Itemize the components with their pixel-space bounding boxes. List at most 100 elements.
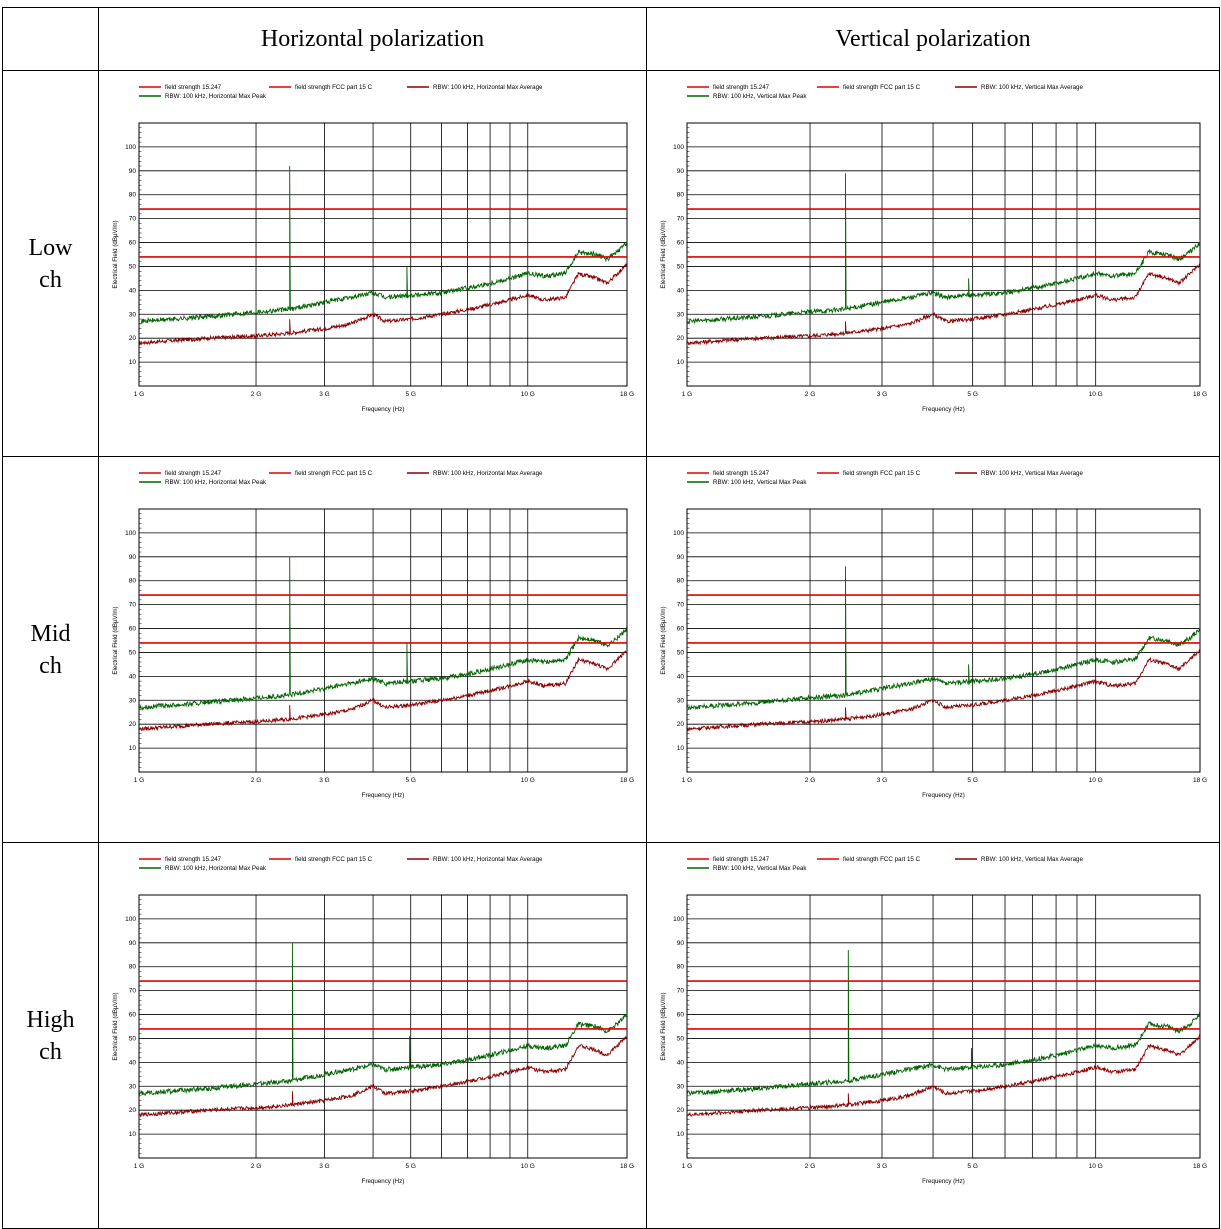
y-tick-label-90: 90 bbox=[677, 168, 685, 175]
y-tick-label-50: 50 bbox=[677, 649, 685, 656]
plot-traces bbox=[139, 942, 627, 1118]
y-tick-label-80: 80 bbox=[677, 578, 685, 585]
x-tick-label-3g: 3 G bbox=[319, 1163, 329, 1170]
y-tick-label-10: 10 bbox=[129, 1131, 137, 1138]
y-tick-label-80: 80 bbox=[129, 578, 137, 585]
legend-peak-label: RBW: 100 kHz, Vertical Max Peak bbox=[713, 93, 807, 100]
x-axis-title: Frequency (Hz) bbox=[362, 406, 405, 413]
legend-average-label: RBW: 100 kHz, Horizontal Max Average bbox=[433, 84, 543, 91]
x-tick-label-5g: 5 G bbox=[967, 391, 977, 398]
series-average-trace bbox=[139, 1034, 627, 1118]
y-tick-label-20: 20 bbox=[677, 1107, 685, 1114]
x-tick-label-18g: 18 G bbox=[1193, 1163, 1207, 1170]
x-tick-label-5g: 5 G bbox=[967, 777, 977, 784]
legend-average-label: RBW: 100 kHz, Horizontal Max Average bbox=[433, 856, 543, 863]
y-tick-label-60: 60 bbox=[677, 1012, 685, 1019]
y-tick-label-30: 30 bbox=[129, 697, 137, 704]
legend-limit-15-247-label: field strength 15.247 bbox=[713, 470, 770, 477]
chart-cell-low-vertical: field strength 15.247 field strength FCC … bbox=[646, 70, 1220, 457]
legend-average-label: RBW: 100 kHz, Vertical Max Average bbox=[981, 84, 1083, 91]
legend-limit-part15c-label: field strength FCC part 15 C bbox=[843, 470, 921, 477]
y-tick-label-30: 30 bbox=[677, 697, 685, 704]
legend: field strength 15.247 field strength FCC … bbox=[139, 470, 543, 486]
chart-cell-low-horizontal: field strength 15.247 field strength FCC … bbox=[98, 70, 647, 457]
x-tick-label-2g: 2 G bbox=[805, 1163, 815, 1170]
y-axis-title: Electrical Field (dBµV/m) bbox=[660, 220, 667, 288]
y-tick-label-90: 90 bbox=[677, 940, 685, 947]
chart-mid-horizontal: field strength 15.247 field strength FCC … bbox=[112, 470, 634, 799]
y-tick-label-90: 90 bbox=[129, 168, 137, 175]
y-tick-label-30: 30 bbox=[677, 1083, 685, 1090]
y-tick-label-50: 50 bbox=[129, 649, 137, 656]
x-axis-title: Frequency (Hz) bbox=[922, 792, 965, 799]
chart-low-vertical: field strength 15.247 field strength FCC … bbox=[660, 84, 1207, 413]
x-tick-label-2g: 2 G bbox=[251, 777, 261, 784]
plot-area bbox=[138, 894, 628, 1159]
y-tick-label-10: 10 bbox=[677, 359, 685, 366]
chart-mid-vertical: field strength 15.247 field strength FCC … bbox=[660, 470, 1207, 799]
row-label-low-line2: ch bbox=[39, 266, 62, 293]
legend-limit-15-247-label: field strength 15.247 bbox=[165, 856, 222, 863]
y-tick-label-100: 100 bbox=[673, 530, 684, 537]
row-label-high-line2: ch bbox=[39, 1038, 62, 1065]
x-tick-label-2g: 2 G bbox=[251, 391, 261, 398]
x-axis-title: Frequency (Hz) bbox=[362, 792, 405, 799]
y-tick-label-100: 100 bbox=[125, 530, 136, 537]
y-tick-label-40: 40 bbox=[129, 1059, 137, 1066]
y-tick-label-50: 50 bbox=[677, 1035, 685, 1042]
y-tick-label-50: 50 bbox=[129, 263, 137, 270]
legend-peak-label: RBW: 100 kHz, Vertical Max Peak bbox=[713, 865, 807, 872]
y-tick-label-90: 90 bbox=[677, 554, 685, 561]
x-tick-label-1g: 1 G bbox=[682, 1163, 692, 1170]
x-tick-label-10g: 10 G bbox=[1089, 1163, 1103, 1170]
x-tick-label-10g: 10 G bbox=[1089, 777, 1103, 784]
y-tick-label-90: 90 bbox=[129, 554, 137, 561]
series-average-trace bbox=[687, 1034, 1200, 1117]
y-tick-label-90: 90 bbox=[129, 940, 137, 947]
x-axis-title: Frequency (Hz) bbox=[922, 406, 965, 413]
x-tick-label-5g: 5 G bbox=[967, 1163, 977, 1170]
x-tick-label-3g: 3 G bbox=[319, 391, 329, 398]
row-label-mid: Mid ch bbox=[2, 456, 99, 843]
legend-limit-15-247-label: field strength 15.247 bbox=[713, 856, 770, 863]
x-tick-label-2g: 2 G bbox=[251, 1163, 261, 1170]
y-tick-label-10: 10 bbox=[677, 1131, 685, 1138]
y-tick-label-60: 60 bbox=[129, 240, 137, 247]
y-tick-label-60: 60 bbox=[129, 1012, 137, 1019]
y-tick-label-30: 30 bbox=[129, 1083, 137, 1090]
x-tick-label-18g: 18 G bbox=[620, 1163, 634, 1170]
plot-area bbox=[686, 508, 1201, 773]
y-tick-label-30: 30 bbox=[677, 311, 685, 318]
x-tick-label-2g: 2 G bbox=[805, 777, 815, 784]
series-peak-trace bbox=[687, 173, 1200, 325]
y-tick-label-100: 100 bbox=[673, 916, 684, 923]
x-tick-label-3g: 3 G bbox=[877, 777, 887, 784]
x-tick-label-1g: 1 G bbox=[134, 391, 144, 398]
y-tick-label-40: 40 bbox=[129, 287, 137, 294]
chart-cell-high-vertical: field strength 15.247 field strength FCC … bbox=[646, 842, 1220, 1229]
legend-peak-label: RBW: 100 kHz, Horizontal Max Peak bbox=[165, 865, 267, 872]
legend-limit-part15c-label: field strength FCC part 15 C bbox=[843, 84, 921, 91]
plot-area bbox=[138, 508, 628, 773]
series-peak-trace bbox=[139, 942, 627, 1096]
y-tick-label-60: 60 bbox=[677, 240, 685, 247]
chart-high-horizontal: field strength 15.247 field strength FCC … bbox=[112, 856, 634, 1185]
x-tick-label-3g: 3 G bbox=[877, 1163, 887, 1170]
y-axis-title: Electrical Field (dBµV/m) bbox=[660, 606, 667, 674]
y-tick-label-10: 10 bbox=[677, 745, 685, 752]
y-tick-label-40: 40 bbox=[677, 673, 685, 680]
plot-traces bbox=[139, 556, 627, 732]
series-average-trace bbox=[687, 649, 1200, 733]
y-tick-label-40: 40 bbox=[129, 673, 137, 680]
legend: field strength 15.247 field strength FCC … bbox=[687, 856, 1083, 872]
legend-limit-part15c-label: field strength FCC part 15 C bbox=[295, 84, 373, 91]
y-tick-label-20: 20 bbox=[129, 721, 137, 728]
y-axis-title: Electrical Field (dBµV/m) bbox=[660, 992, 667, 1060]
y-tick-label-40: 40 bbox=[677, 1059, 685, 1066]
x-tick-label-2g: 2 G bbox=[805, 391, 815, 398]
y-tick-label-70: 70 bbox=[677, 216, 685, 223]
x-tick-label-10g: 10 G bbox=[521, 1163, 535, 1170]
y-tick-label-60: 60 bbox=[129, 626, 137, 633]
corner-cell bbox=[2, 7, 99, 71]
legend-limit-15-247-label: field strength 15.247 bbox=[165, 470, 222, 477]
